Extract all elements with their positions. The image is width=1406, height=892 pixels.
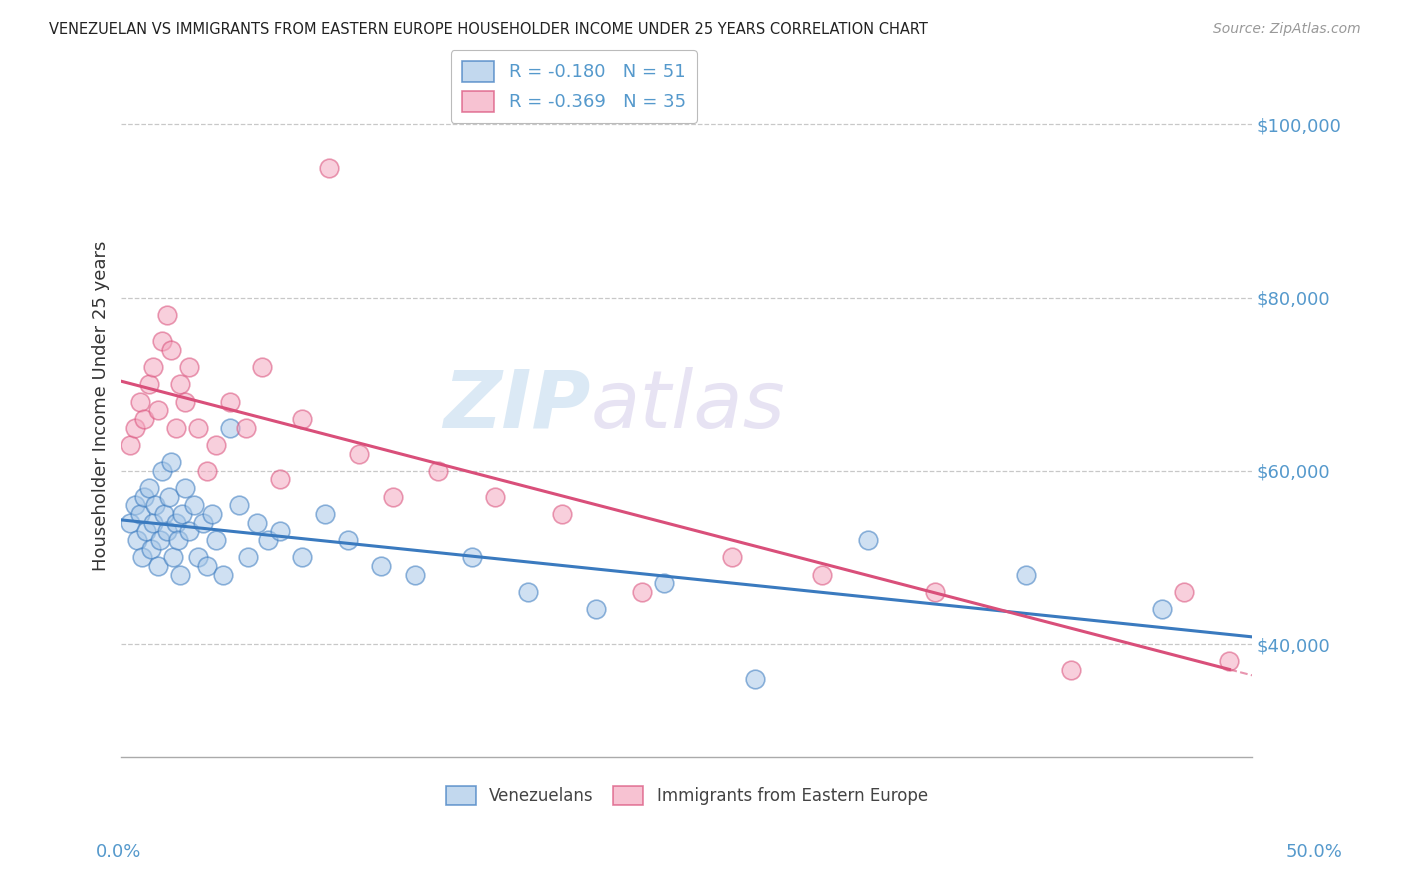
Point xyxy=(160,343,183,357)
Point xyxy=(652,576,675,591)
Point xyxy=(173,394,195,409)
Point xyxy=(235,420,257,434)
Point xyxy=(179,359,201,374)
Point xyxy=(744,672,766,686)
Point xyxy=(138,481,160,495)
Point xyxy=(291,550,314,565)
Point xyxy=(314,507,336,521)
Point xyxy=(157,490,180,504)
Point xyxy=(132,412,155,426)
Point xyxy=(169,567,191,582)
Point xyxy=(269,524,291,539)
Point xyxy=(183,499,205,513)
Point xyxy=(132,490,155,504)
Point xyxy=(246,516,269,530)
Point xyxy=(187,550,209,565)
Point xyxy=(201,507,224,521)
Point xyxy=(195,464,218,478)
Point xyxy=(427,464,450,478)
Point xyxy=(924,585,946,599)
Point xyxy=(167,533,190,548)
Point xyxy=(142,359,165,374)
Point xyxy=(856,533,879,548)
Point xyxy=(1173,585,1195,599)
Point xyxy=(135,524,157,539)
Point xyxy=(585,602,607,616)
Point xyxy=(149,533,172,548)
Point xyxy=(1060,663,1083,677)
Point xyxy=(146,403,169,417)
Point xyxy=(318,161,340,175)
Point xyxy=(257,533,280,548)
Point xyxy=(150,464,173,478)
Point xyxy=(162,550,184,565)
Point xyxy=(120,516,142,530)
Point xyxy=(630,585,652,599)
Point xyxy=(336,533,359,548)
Point xyxy=(143,499,166,513)
Text: 50.0%: 50.0% xyxy=(1286,843,1343,861)
Point xyxy=(179,524,201,539)
Point xyxy=(156,308,179,322)
Point xyxy=(173,481,195,495)
Text: Source: ZipAtlas.com: Source: ZipAtlas.com xyxy=(1213,22,1361,37)
Point xyxy=(370,559,392,574)
Point xyxy=(212,567,235,582)
Point xyxy=(131,550,153,565)
Point xyxy=(721,550,744,565)
Point xyxy=(381,490,404,504)
Point xyxy=(169,377,191,392)
Point xyxy=(187,420,209,434)
Point xyxy=(1150,602,1173,616)
Point xyxy=(347,446,370,460)
Point xyxy=(291,412,314,426)
Point xyxy=(205,438,228,452)
Text: 0.0%: 0.0% xyxy=(96,843,141,861)
Point xyxy=(269,473,291,487)
Point xyxy=(138,377,160,392)
Text: ZIP: ZIP xyxy=(443,367,591,445)
Point xyxy=(124,499,146,513)
Point xyxy=(517,585,540,599)
Point xyxy=(128,394,150,409)
Text: atlas: atlas xyxy=(591,367,786,445)
Point xyxy=(165,420,187,434)
Point xyxy=(165,516,187,530)
Point xyxy=(250,359,273,374)
Point xyxy=(142,516,165,530)
Point xyxy=(139,541,162,556)
Point xyxy=(404,567,426,582)
Point xyxy=(191,516,214,530)
Point xyxy=(195,559,218,574)
Point xyxy=(153,507,176,521)
Point xyxy=(127,533,149,548)
Legend: Venezuelans, Immigrants from Eastern Europe: Venezuelans, Immigrants from Eastern Eur… xyxy=(439,779,935,812)
Point xyxy=(128,507,150,521)
Point xyxy=(551,507,574,521)
Point xyxy=(156,524,179,539)
Point xyxy=(461,550,484,565)
Point xyxy=(120,438,142,452)
Point xyxy=(811,567,834,582)
Text: VENEZUELAN VS IMMIGRANTS FROM EASTERN EUROPE HOUSEHOLDER INCOME UNDER 25 YEARS C: VENEZUELAN VS IMMIGRANTS FROM EASTERN EU… xyxy=(49,22,928,37)
Point xyxy=(150,334,173,348)
Point xyxy=(146,559,169,574)
Point xyxy=(484,490,506,504)
Point xyxy=(124,420,146,434)
Y-axis label: Householder Income Under 25 years: Householder Income Under 25 years xyxy=(93,241,110,571)
Point xyxy=(160,455,183,469)
Point xyxy=(228,499,250,513)
Point xyxy=(219,394,242,409)
Point xyxy=(1218,654,1240,668)
Point xyxy=(1015,567,1038,582)
Point xyxy=(205,533,228,548)
Point xyxy=(172,507,194,521)
Point xyxy=(219,420,242,434)
Point xyxy=(236,550,259,565)
